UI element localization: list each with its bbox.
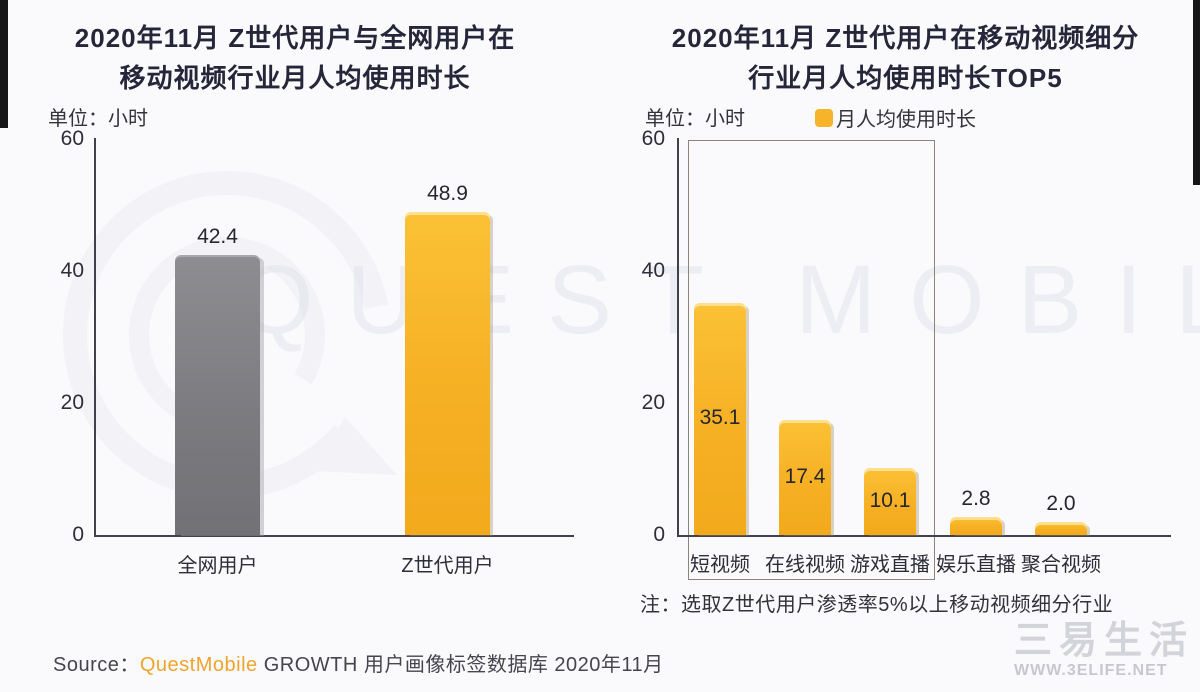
- right-chart-category-label-娱乐直播: 娱乐直播: [936, 554, 1016, 576]
- left-chart-title-line2: 移动视频行业月人均使用时长: [119, 63, 471, 93]
- right-chart-value-label-聚合视频: 2.0: [1046, 492, 1076, 515]
- right-chart-x-axis: [677, 535, 1171, 537]
- right-chart-ytick-20: 20: [641, 391, 665, 414]
- source-brand: QuestMobile: [139, 654, 258, 676]
- right-chart-ytick-60: 60: [641, 127, 665, 150]
- right-unit-label: 单位：小时: [645, 108, 745, 130]
- top3-highlight-box: [688, 140, 935, 580]
- 3elife-logo-url: WWW.3ELIFE.NET: [1013, 662, 1168, 679]
- source-line: Source：QuestMobile GROWTH 用户画像标签数据库 2020…: [53, 648, 664, 677]
- right-chart-bar-游戏直播: [864, 468, 916, 535]
- legend-label: 月人均使用时长: [836, 109, 976, 131]
- left-chart-ytick-0: 0: [72, 523, 84, 546]
- right-chart-ytick-0: 0: [653, 523, 665, 546]
- right-chart-category-label-聚合视频: 聚合视频: [1021, 554, 1101, 576]
- left-chart-x-axis: [94, 535, 574, 537]
- left-unit-label: 单位：小时: [48, 108, 148, 130]
- source-prefix: Source：: [53, 654, 140, 676]
- 3elife-logo-text: 三易生活: [1013, 620, 1194, 662]
- 3elife-watermark: 三易生活 WWW.3ELIFE.NET: [1014, 622, 1194, 680]
- right-chart-category-label-在线视频: 在线视频: [765, 554, 845, 576]
- source-suffix: GROWTH 用户画像标签数据库 2020年11月: [257, 654, 664, 676]
- left-chart-category-label-全网用户: 全网用户: [177, 555, 258, 577]
- left-chart-ytick-20: 20: [60, 391, 84, 414]
- right-chart-bar-短视频: [694, 303, 746, 535]
- right-chart-y-axis: [677, 138, 679, 537]
- footnote: 注：选取Z世代用户渗透率5%以上移动视频细分行业: [640, 594, 1114, 616]
- left-chart-title: 2020年11月 Z世代用户与全网用户在 移动视频行业月人均使用时长: [55, 18, 535, 98]
- right-chart-category-label-短视频: 短视频: [690, 554, 750, 576]
- right-chart-value-label-游戏直播: 10.1: [869, 488, 911, 512]
- left-chart-bar-Z世代用户: [405, 212, 490, 535]
- legend: 月人均使用时长: [815, 103, 976, 132]
- right-chart-title: 2020年11月 Z世代用户在移动视频细分 行业月人均使用时长TOP5: [653, 18, 1158, 98]
- left-chart-title-line1: 2020年11月 Z世代用户与全网用户在: [74, 23, 516, 53]
- left-chart-value-label-Z世代用户: 48.9: [427, 182, 468, 205]
- right-chart-bar-聚合视频: [1035, 522, 1087, 535]
- left-chart-y-axis: [94, 138, 96, 537]
- right-chart-value-label-短视频: 35.1: [699, 406, 741, 429]
- left-chart-bar-全网用户: [175, 255, 260, 535]
- right-chart-title-line1: 2020年11月 Z世代用户在移动视频细分: [671, 23, 1140, 53]
- left-chart-ytick-40: 40: [60, 259, 84, 282]
- right-chart-value-label-在线视频: 17.4: [784, 464, 826, 488]
- left-chart-value-label-全网用户: 42.4: [197, 225, 238, 248]
- left-edge-strip: [0, 0, 8, 128]
- left-chart-category-label-Z世代用户: Z世代用户: [401, 555, 494, 577]
- right-chart-value-label-娱乐直播: 2.8: [961, 487, 991, 510]
- right-chart-bar-在线视频: [779, 420, 831, 535]
- right-edge-strip: [1193, 0, 1200, 185]
- legend-color-swatch: [815, 108, 833, 127]
- right-chart-bar-娱乐直播: [950, 517, 1002, 535]
- right-chart-ytick-40: 40: [641, 259, 665, 282]
- left-chart-ytick-60: 60: [60, 127, 84, 150]
- right-chart-title-line2: 行业月人均使用时长TOP5: [748, 63, 1063, 93]
- right-chart-category-label-游戏直播: 游戏直播: [850, 554, 930, 576]
